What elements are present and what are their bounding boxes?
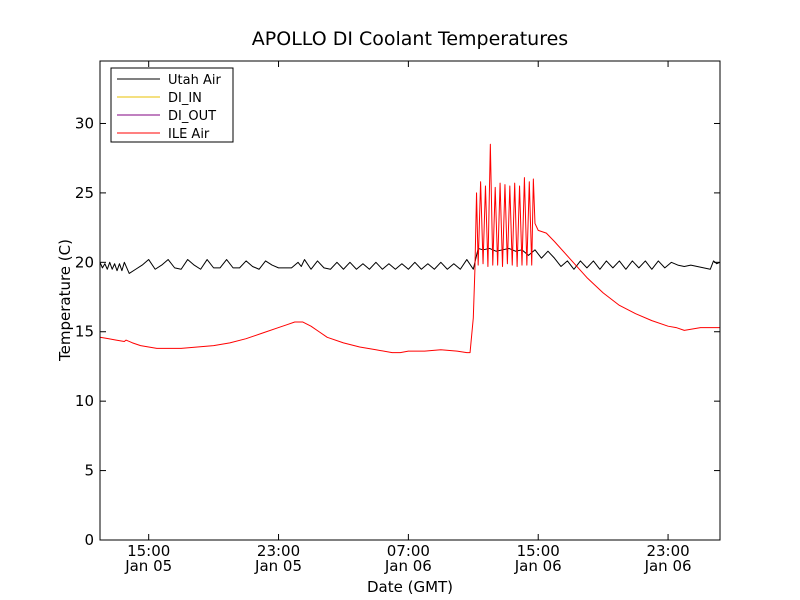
x-tick-date-label: Jan 06 xyxy=(514,557,562,575)
y-tick-label: 0 xyxy=(84,531,94,549)
legend-label: DI_OUT xyxy=(168,109,216,124)
series-line-utah-air xyxy=(99,247,721,274)
x-tick-time-label: 15:00 xyxy=(127,542,170,560)
y-tick-label: 10 xyxy=(75,392,94,410)
y-axis-label: Temperature (C) xyxy=(56,239,74,362)
x-axis-label: Date (GMT) xyxy=(367,578,453,596)
legend: Utah Air DI_IN DI_OUT ILE Air xyxy=(110,67,234,143)
x-tick-time-label: 23:00 xyxy=(646,542,689,560)
series-layer xyxy=(99,143,721,354)
series-line-ile-air xyxy=(99,143,720,354)
x-tick-date-label: Jan 06 xyxy=(384,557,432,575)
legend-entries: Utah Air DI_IN DI_OUT ILE Air xyxy=(117,73,221,142)
x-tick-time-label: 15:00 xyxy=(517,542,560,560)
x-tick-time-label: 07:00 xyxy=(387,542,430,560)
y-tick-label: 15 xyxy=(75,323,94,341)
x-tick-date-label: Jan 06 xyxy=(644,557,692,575)
y-tick-label: 30 xyxy=(75,114,94,132)
y-tick-label: 5 xyxy=(84,462,94,480)
legend-label: DI_IN xyxy=(168,91,202,106)
legend-label: ILE Air xyxy=(168,127,210,142)
y-tick-label: 20 xyxy=(75,253,94,271)
y-tick-label: 25 xyxy=(75,184,94,202)
x-tick-time-label: 23:00 xyxy=(257,542,300,560)
legend-label: Utah Air xyxy=(168,73,221,88)
x-tick-date-label: Jan 05 xyxy=(124,557,172,575)
y-axis-ticks: 0 5 10 15 20 25 30 xyxy=(75,114,720,549)
plot-border xyxy=(99,60,721,541)
chart-title: APOLLO DI Coolant Temperatures xyxy=(252,28,568,50)
legend-box xyxy=(110,67,234,143)
x-tick-date-label: Jan 05 xyxy=(254,557,302,575)
